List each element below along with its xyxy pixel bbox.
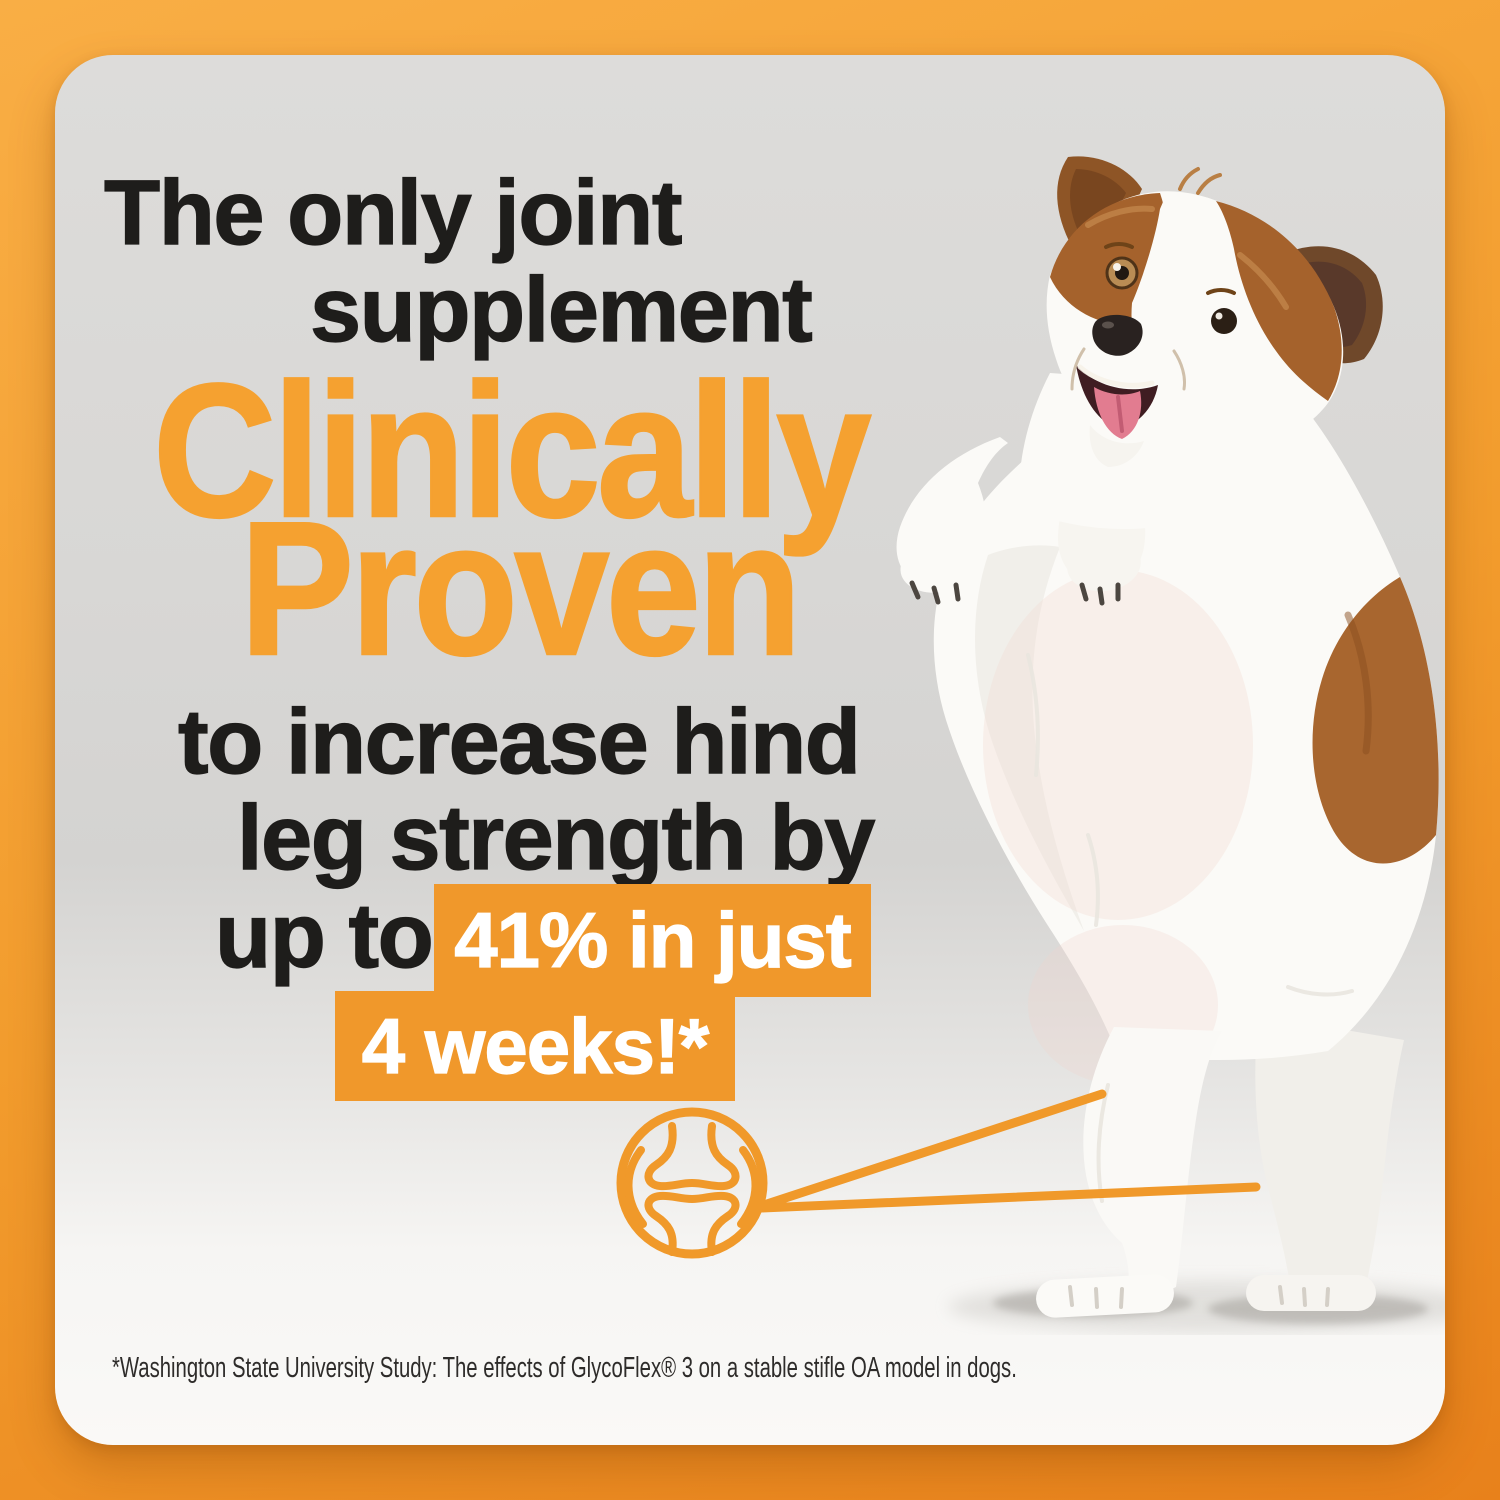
subheadline-line1: to increase hind [177,691,861,793]
study-footnote: *Washington State University Study: The … [112,1352,1017,1384]
accent-heading-line2: Proven [239,483,803,695]
highlight-text-1: 41% in just [454,895,853,984]
highlight-box-1: 41% in just [434,884,871,997]
joint-icon [624,1122,760,1256]
dog-blaze [1131,194,1216,369]
subheadline-line2: leg strength by [236,787,876,889]
dog-photo-illustration [896,156,1445,1333]
highlight-text-2: 4 weeks!* [361,1001,710,1090]
joint-icon-circle [616,1107,768,1259]
highlight-box-2: 4 weeks!* [335,991,735,1101]
accent-heading-line1: Clinically [152,345,873,557]
dog-tongue [1094,387,1142,439]
poster-card: The only joint supplement Clinically Pro… [55,55,1445,1445]
headline-line2: supplement [309,259,813,361]
dog-rump-patch [1312,577,1439,864]
subheadline-line3-prefix: up to [214,885,434,987]
dog-eye-right [1211,308,1237,334]
dog-hind-leg-near [1036,1027,1222,1318]
dog-head [1019,156,1383,529]
dog-hind-leg-far [1246,1015,1404,1311]
headline-line1: The only joint [103,162,683,264]
